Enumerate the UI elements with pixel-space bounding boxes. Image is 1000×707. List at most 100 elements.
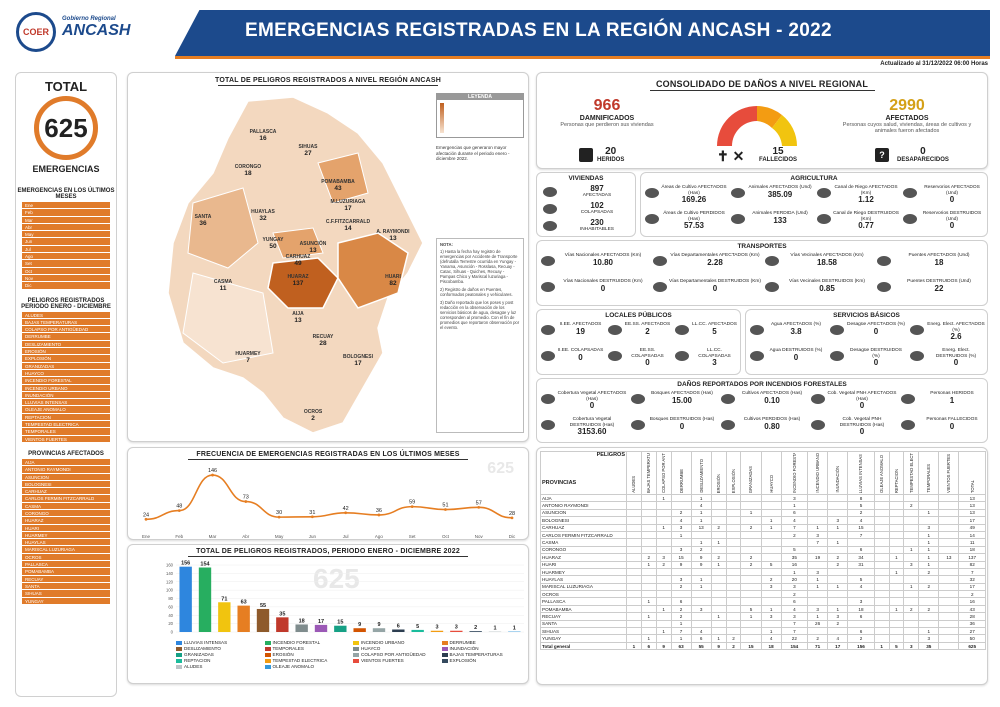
incendios-icon [541, 394, 555, 404]
table-cell [655, 545, 672, 555]
table-cell [827, 501, 849, 510]
table-cell: 3 [903, 560, 920, 569]
servicios-icon [750, 351, 764, 361]
table-cell: 3 [760, 582, 782, 592]
table-cell: 7 [958, 567, 986, 577]
servicios-item-label: Agua DESTRUIDOS (%) [769, 348, 823, 353]
map-province-name: CASMA [214, 279, 233, 285]
bar-legend-label: DERRUMBE [449, 640, 476, 645]
table-cell [807, 597, 829, 606]
table-column-label: ALUDES [631, 476, 637, 493]
table-row-name: YUNGAY [540, 634, 627, 643]
province-table-panel: PELIGROS PROVINCIAS ALUDES BAJAS TEMPERATUR… [536, 447, 988, 685]
note-box: NOTA: 1) Hasta la fecha hay registro de … [436, 238, 524, 433]
table-cell [807, 590, 829, 599]
incendios-item-label: Cob. Vegetal PNH DESTRUIDOS (Has) [839, 417, 885, 428]
line-point [310, 515, 314, 519]
viviendas-item-value: 102 [590, 201, 604, 210]
table-cell [938, 634, 960, 643]
desaparecidos-label: DESAPARECIDOS [897, 157, 949, 163]
table-cell: 13 [958, 501, 986, 510]
transportes-item: Puentes DESTRUIDOS (Und) 22 [877, 279, 985, 293]
table-cell [760, 530, 782, 540]
note-2: 2) Registro de daños en Puentes, conform… [440, 287, 513, 297]
table-cell [873, 619, 890, 629]
table-cell: 1 [640, 634, 657, 643]
map-province-value: 13 [389, 235, 397, 242]
table-cell [710, 493, 727, 503]
heridos-label: HERIDOS [597, 157, 625, 163]
table-cell: 31 [847, 560, 875, 569]
incendios-item-text: Cobertura Vegetal DESTRUIDOS (Has) 3153.6… [557, 417, 627, 436]
table-cell: 1 [690, 575, 712, 584]
servicios-item-label: Desagüe DESTRUIDOS (%) [850, 348, 902, 359]
table-cell [725, 530, 742, 540]
line-data-label: 24 [143, 512, 149, 518]
table-column-header: INUNDACIÓN [827, 451, 849, 495]
line-tick-label: Jun [309, 534, 317, 539]
table-cell: 1 [780, 567, 809, 577]
table-cell [873, 634, 890, 643]
note-title: NOTA: [440, 242, 453, 247]
table-cell [873, 523, 890, 532]
map-province-name: RECUAY [313, 334, 334, 340]
table-cell: 1 [690, 508, 712, 518]
table-row: SIHUAS 1 7 4 1 7 6 1 27 [540, 627, 986, 636]
table-cell: 6 [847, 545, 875, 555]
table-cell [655, 619, 672, 629]
table-cell [725, 567, 742, 577]
bar-data-label: 154 [200, 562, 210, 568]
table-cell [903, 634, 920, 643]
table-cell [888, 612, 905, 621]
locales-icon [675, 325, 689, 335]
table-row: POMABAMBA 1 2 3 5 1 4 3 1 18 1 2 2 43 [540, 604, 986, 614]
bar-legend-swatch [264, 658, 271, 663]
table-column-header: INCENDIO URBANO [807, 451, 829, 495]
transportes-item-value: 22 [934, 283, 944, 293]
table-cell: 2 [958, 590, 986, 599]
table-column-label: EXPLOSIÓN [731, 468, 737, 493]
table-cell [740, 582, 762, 592]
map-province-name: SANTA [195, 214, 212, 220]
table-cell: 1 [710, 538, 727, 547]
locales-item: II.EE. AFECTADOS 19 [541, 322, 604, 336]
locales-item-label: LL.CC. AFECTADOS [692, 322, 737, 327]
bar-legend-label: VIENTOS FUERTES [361, 658, 404, 663]
table-row-name: ANTONIO RAYMONDI [540, 501, 627, 510]
table-cell: 2 [740, 523, 762, 532]
agricultura-item-value: 0.77 [858, 221, 874, 230]
table-cell: 1 [903, 582, 920, 592]
bar-data-label: 2 [474, 625, 477, 631]
bar [314, 624, 328, 632]
peligro-item: INCENDIO FORESTAL [22, 377, 110, 385]
table-cell: 5 [888, 641, 905, 651]
table-cell: 1 [807, 523, 829, 532]
bar [179, 566, 192, 632]
servicios-item-text: Agua DESTRUIDOS (%) 0 [766, 348, 826, 362]
servicios-icon [830, 351, 844, 361]
table-cell [888, 590, 905, 599]
table-cell [938, 590, 960, 599]
locales-panel: LOCALES PÚBLICOS II.EE. AFECTADOS 19 EE.SS… [536, 309, 741, 375]
map-province-value: 13 [294, 317, 302, 324]
table-cell: 625 [958, 641, 986, 651]
servicios-item-value: 0 [793, 352, 799, 362]
table-cell: 1 [690, 516, 712, 525]
table-column-label: TOTAL [969, 479, 975, 493]
provincia-item: CARHUAZ [22, 488, 110, 496]
viviendas-title: VIVIENDAS [568, 175, 604, 182]
table-cell [626, 523, 642, 532]
house-icon [543, 204, 557, 214]
bar-legend-item: LLUVIAS INTENSAS [176, 640, 261, 645]
table-cell: 19 [807, 553, 829, 562]
map-province-value: 7 [246, 357, 250, 364]
table-cell: 2 [760, 575, 782, 584]
map-province-value: 43 [334, 185, 342, 192]
bar-legend-item: EXPLOSIÓN [441, 658, 527, 663]
line-tick-label: Oct [442, 534, 450, 539]
total-label: TOTAL [44, 79, 88, 94]
line-chart-panel: FRECUENCIA DE EMERGENCIAS REGISTRADAS EN… [127, 447, 529, 540]
table-cell: 3 [847, 597, 875, 606]
servicios-item-text: Desagüe AFECTADOS (%) 0 [846, 322, 906, 336]
transportes-item: Vías Vecinales AFECTADOS (Km) 18.58 [765, 253, 873, 267]
